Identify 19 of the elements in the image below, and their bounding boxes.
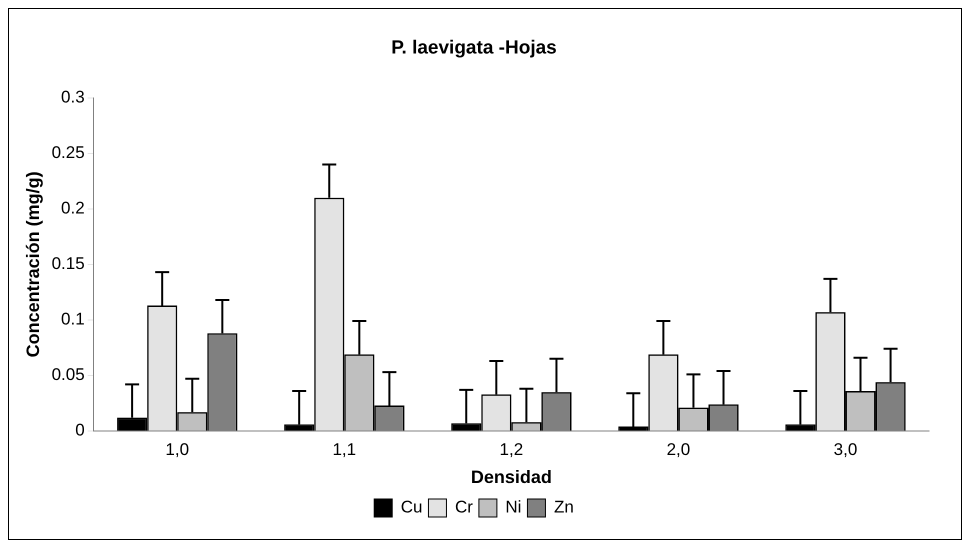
x-tick-label: 1,1	[332, 440, 356, 459]
y-tick-label: 0.3	[61, 87, 85, 106]
x-tick-label: 1,2	[500, 440, 524, 459]
legend-label: Cr	[454, 498, 474, 517]
legend-label: Cu	[400, 498, 422, 517]
legend-label: Zn	[554, 498, 574, 517]
x-axis-title: Densidad	[470, 467, 552, 488]
chart-title: P. laevigata -Hojas	[391, 38, 557, 59]
x-tick-label: 3,0	[834, 440, 858, 459]
legend-label: Ni	[505, 498, 522, 517]
y-tick-label: 0.25	[52, 143, 85, 162]
y-tick-label: 0	[75, 420, 85, 440]
x-tick-label: 1,0	[165, 440, 190, 459]
y-tick-label: 0.05	[52, 365, 85, 384]
y-axis-title: Concentración (mg/g)	[22, 171, 43, 358]
x-tick-label: 2,0	[666, 440, 690, 459]
y-tick-label: 0.1	[61, 310, 85, 329]
y-tick-label: 0.15	[52, 254, 85, 274]
y-tick-label: 0.2	[61, 198, 85, 218]
